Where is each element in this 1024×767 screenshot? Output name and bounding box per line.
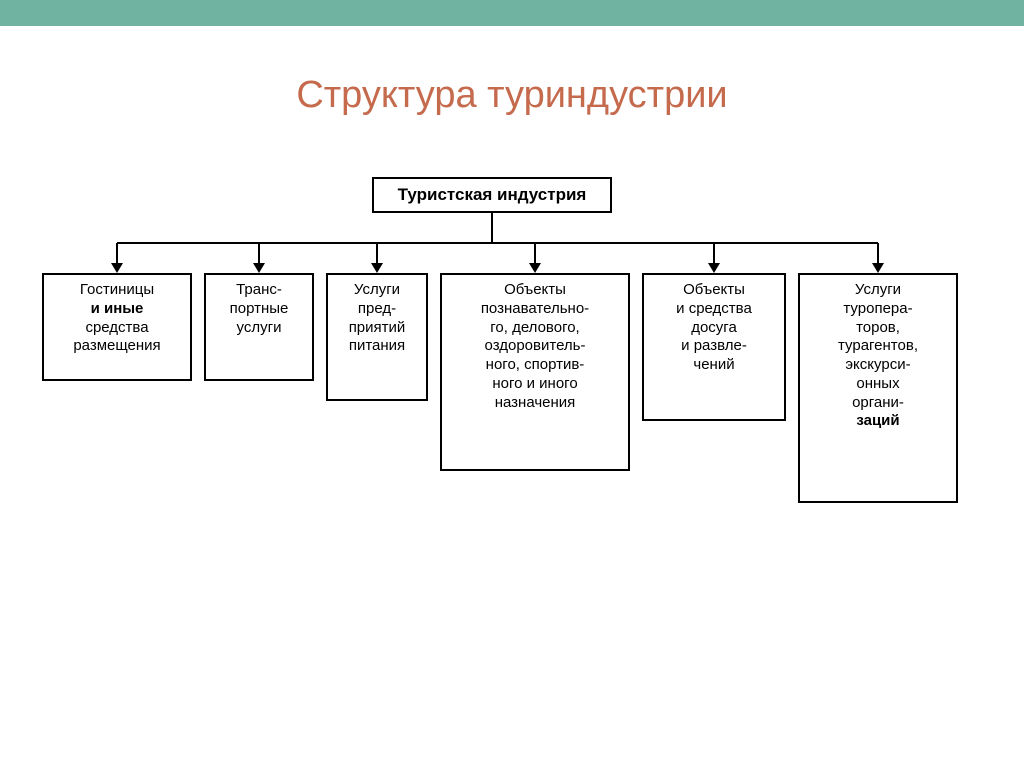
root-node: Туристская индустрия [372,177,612,213]
child-node-5: Услугитуропера-торов,турагентов,экскурси… [798,273,958,503]
top-bar [0,0,1024,26]
child-node-1: Транс-портныеуслуги [204,273,314,381]
child-node-2: Услугипред-приятийпитания [326,273,428,401]
child-node-0: Гостиницыи иныесредстваразмещения [42,273,192,381]
root-label: Туристская индустрия [398,185,587,204]
diagram: Туристская индустрия Гостиницыи иныесред… [32,177,992,657]
child-node-3: Объектыпознавательно-го, делового,оздоро… [440,273,630,471]
page-title: Структура туриндустрии [0,74,1024,117]
child-node-4: Объектыи средствадосугаи развле-чений [642,273,786,421]
